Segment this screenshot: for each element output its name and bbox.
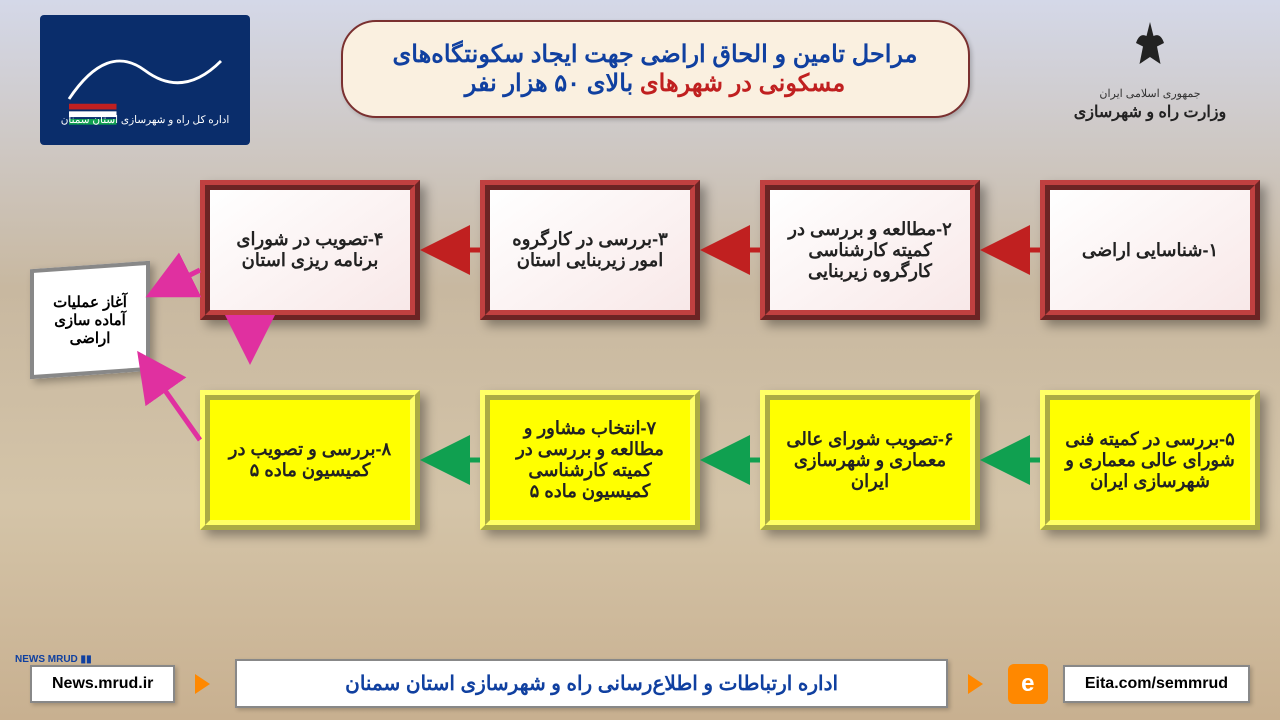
arrow bbox=[130, 345, 210, 450]
title-line2: مسکونی در شهرهای بالای ۵۰ هزار نفر bbox=[393, 69, 918, 98]
chevron-icon bbox=[190, 669, 220, 699]
footer-eita: Eita.com/semmrud bbox=[1063, 665, 1250, 703]
arrow bbox=[975, 450, 1050, 470]
step-2: ۲-مطالعه و بررسی در کمیته کارشناسی کارگر… bbox=[760, 180, 980, 320]
footer-main: اداره ارتباطات و اطلاع‌رسانی راه و شهرسا… bbox=[235, 659, 947, 708]
title-line1: مراحل تامین و الحاق اراضی جهت ایجاد سکون… bbox=[393, 40, 918, 69]
footer-news: News.mrud.ir bbox=[30, 665, 175, 703]
step-3: ۳-بررسی در کارگروه امور زیربنایی استان bbox=[480, 180, 700, 320]
step-7: ۷-انتخاب مشاور و مطالعه و بررسی در کمیته… bbox=[480, 390, 700, 530]
logo-right: جمهوری اسلامی ایران وزارت راه و شهرسازی bbox=[1060, 15, 1240, 122]
arrow bbox=[695, 450, 770, 470]
iran-emblem-icon bbox=[1115, 15, 1185, 85]
step-4: ۴-تصویب در شورای برنامه ریزی استان bbox=[200, 180, 420, 320]
eita-icon: e bbox=[1008, 664, 1048, 704]
header: جمهوری اسلامی ایران وزارت راه و شهرسازی … bbox=[0, 0, 1280, 145]
arrow bbox=[240, 310, 260, 370]
step-8: ۸-بررسی و تصویب در کمیسیون ماده ۵ bbox=[200, 390, 420, 530]
step-6: ۶-تصویب شورای عالی معماری و شهرسازی ایرا… bbox=[760, 390, 980, 530]
flowchart: آغاز عملیات آماده سازی اراضی ۱-شناسایی ا… bbox=[0, 170, 1280, 590]
arrow bbox=[415, 450, 490, 470]
footer: Eita.com/semmrud e اداره ارتباطات و اطلا… bbox=[0, 659, 1280, 708]
svg-text:اداره کل راه و شهرسازی استان س: اداره کل راه و شهرسازی استان سمنان bbox=[61, 115, 230, 126]
arrow bbox=[415, 240, 490, 260]
country-caption: جمهوری اسلامی ایران bbox=[1060, 87, 1240, 100]
chevron-icon bbox=[963, 669, 993, 699]
arrow bbox=[695, 240, 770, 260]
arrow bbox=[975, 240, 1050, 260]
title-box: مراحل تامین و الحاق اراضی جهت ایجاد سکون… bbox=[341, 20, 970, 118]
step-1: ۱-شناسایی اراضی bbox=[1040, 180, 1260, 320]
logo-left: اداره کل راه و شهرسازی استان سمنان bbox=[40, 15, 250, 145]
step-5: ۵-بررسی در کمیته فنی شورای عالی معماری و… bbox=[1040, 390, 1260, 530]
arrow bbox=[140, 260, 210, 305]
ministry-name: وزارت راه و شهرسازی bbox=[1060, 102, 1240, 122]
